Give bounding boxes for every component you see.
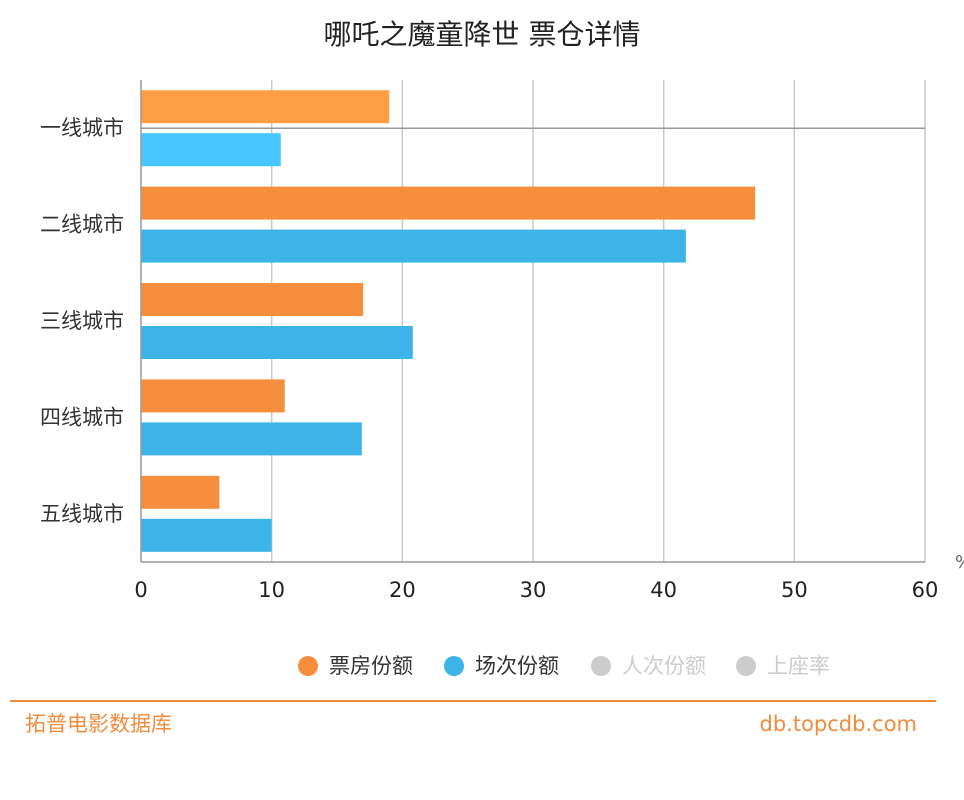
bar-box-office-0[interactable] bbox=[141, 90, 390, 124]
y-category-label: 四线城市 bbox=[40, 405, 124, 429]
x-axis-unit: % bbox=[955, 552, 964, 573]
legend-marker bbox=[444, 656, 464, 676]
bar-box-office-4[interactable] bbox=[141, 475, 220, 509]
x-tick-label: 40 bbox=[650, 578, 677, 602]
bar-screening-4[interactable] bbox=[141, 518, 272, 552]
legend-item[interactable]: 上座率 bbox=[736, 654, 830, 678]
legend-label: 上座率 bbox=[767, 654, 830, 678]
bar-box-office-3[interactable] bbox=[141, 379, 285, 413]
bar-box-office-1[interactable] bbox=[141, 186, 756, 220]
bar-screening-1[interactable] bbox=[141, 229, 686, 263]
legend-item[interactable]: 票房份额 bbox=[298, 654, 413, 678]
footer-source: 拓普电影数据库 bbox=[25, 712, 172, 736]
legend-marker bbox=[298, 656, 318, 676]
x-tick-label: 30 bbox=[520, 578, 547, 602]
x-tick-label: 50 bbox=[781, 578, 808, 602]
legend-marker bbox=[591, 656, 611, 676]
y-category-label: 一线城市 bbox=[40, 116, 124, 140]
grid-lines bbox=[270, 80, 926, 562]
y-category-label: 三线城市 bbox=[40, 309, 124, 333]
bars[interactable] bbox=[141, 90, 756, 552]
x-tick-label: 20 bbox=[389, 578, 416, 602]
bar-screening-0[interactable] bbox=[141, 133, 281, 167]
bar-box-office-2[interactable] bbox=[141, 283, 364, 316]
y-category-label: 二线城市 bbox=[40, 213, 124, 237]
legend[interactable]: 票房份额 场次份额 人次份额 上座率 bbox=[298, 654, 830, 678]
x-tick-label: 10 bbox=[258, 578, 285, 602]
x-tick-label: 60 bbox=[912, 578, 939, 602]
bar-screening-2[interactable] bbox=[141, 326, 413, 359]
footer-url[interactable]: db.topcdb.com bbox=[760, 712, 917, 736]
x-tick-label: 0 bbox=[134, 578, 147, 602]
legend-item[interactable]: 场次份额 bbox=[444, 654, 559, 678]
legend-label: 场次份额 bbox=[475, 654, 559, 678]
legend-marker bbox=[736, 656, 756, 676]
x-axis: 0 10 20 30 40 50 60 bbox=[134, 80, 938, 602]
y-category-label: 五线城市 bbox=[40, 502, 124, 526]
chart-title: 哪吒之魔童降世 票仓详情 bbox=[324, 18, 641, 51]
legend-item[interactable]: 人次份额 bbox=[591, 654, 706, 678]
bar-screening-3[interactable] bbox=[141, 422, 362, 456]
legend-label: 票房份额 bbox=[329, 654, 413, 678]
legend-label: 人次份额 bbox=[622, 654, 706, 678]
